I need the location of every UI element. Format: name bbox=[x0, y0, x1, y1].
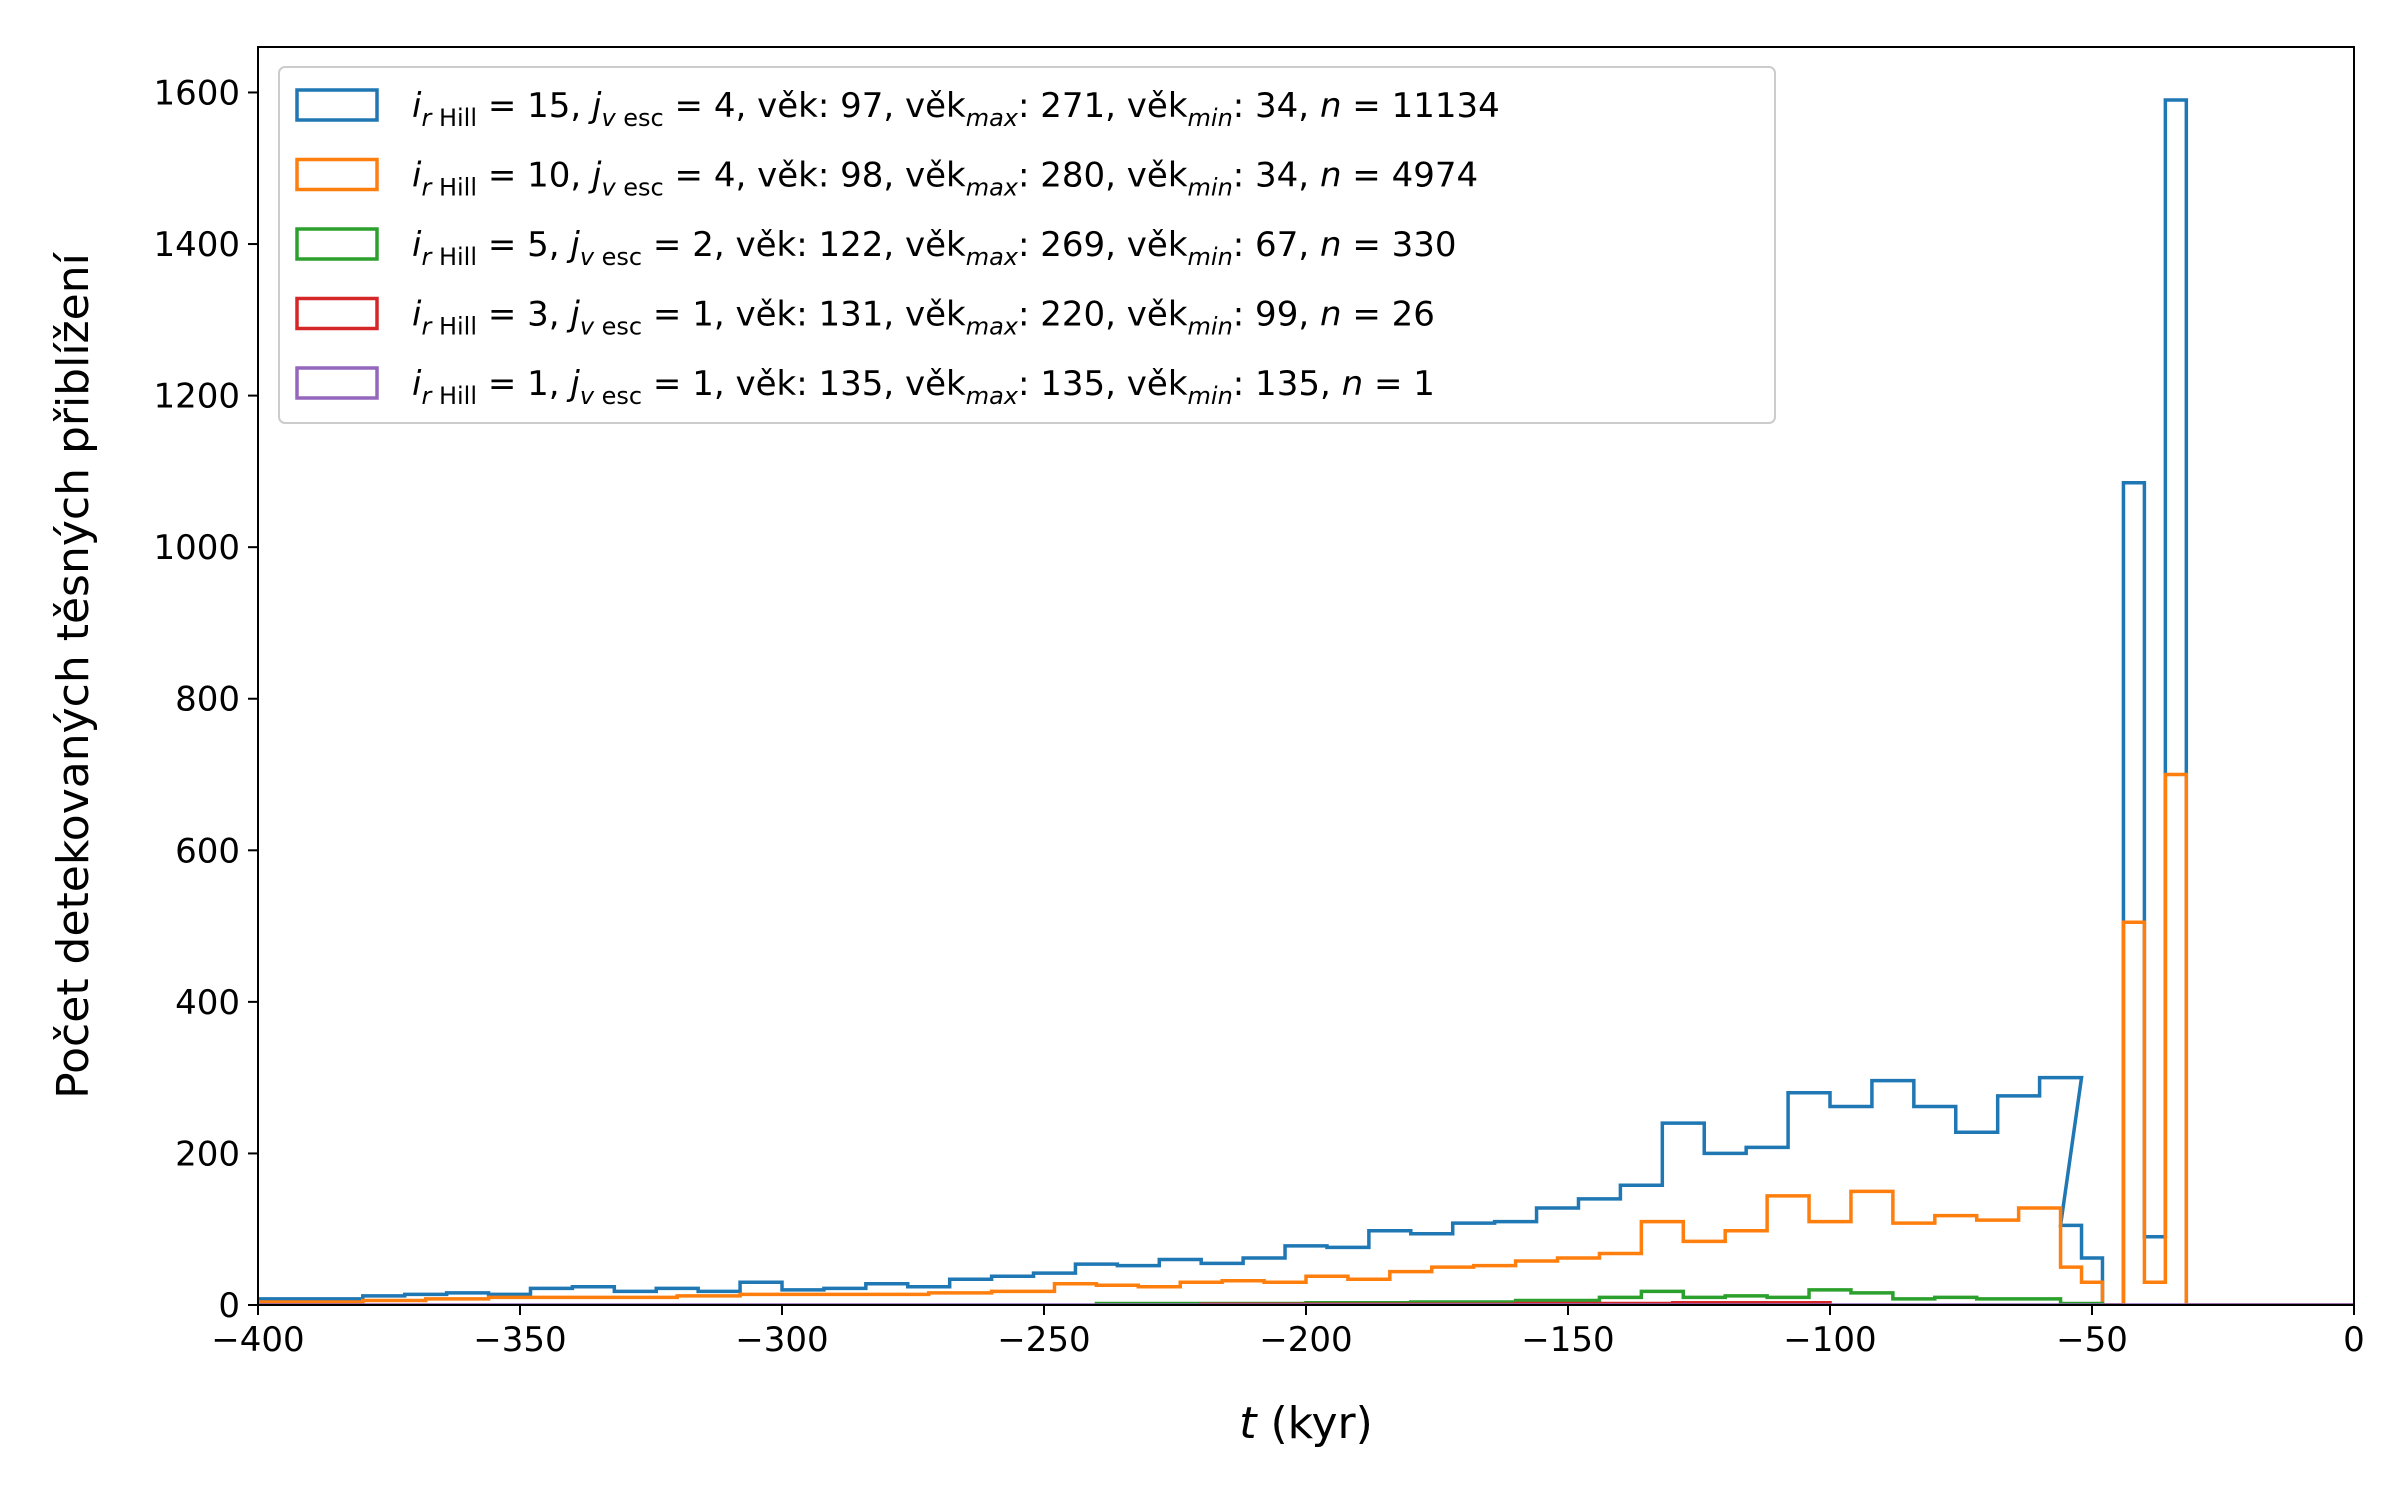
series-1-histogram bbox=[258, 98, 2354, 1305]
x-tick-label: −200 bbox=[1259, 1320, 1352, 1360]
legend-entry-3: ir Hill = 5, jv esc = 2, věk: 122, věkma… bbox=[412, 225, 1457, 271]
legend-entry-5: ir Hill = 1, jv esc = 1, věk: 135, věkma… bbox=[412, 364, 1435, 410]
x-tick-label: 0 bbox=[2343, 1320, 2365, 1360]
legend-swatch-4 bbox=[295, 296, 379, 331]
legend-swatch-3 bbox=[295, 227, 379, 261]
x-tick-label: −400 bbox=[211, 1320, 304, 1360]
y-tick-label: 0 bbox=[218, 1286, 240, 1326]
x-tick-label: −150 bbox=[1521, 1320, 1614, 1360]
x-tick-label: −50 bbox=[2056, 1320, 2128, 1360]
legend-swatch-2 bbox=[295, 157, 379, 192]
legend: ir Hill = 15, jv esc = 4, věk: 97, věkma… bbox=[278, 66, 1776, 424]
legend-swatch-1 bbox=[295, 88, 379, 122]
x-axis-label-unit: (kyr) bbox=[1256, 1398, 1372, 1449]
x-tick-label: −350 bbox=[473, 1320, 566, 1360]
y-tick-label: 1200 bbox=[153, 377, 240, 417]
legend-entry-2: ir Hill = 10, jv esc = 4, věk: 98, věkma… bbox=[412, 156, 1478, 202]
series-2-histogram bbox=[258, 772, 2354, 1305]
x-tick-label: −250 bbox=[997, 1320, 1090, 1360]
y-axis-label: Počet detekovaných těsných přiblížení bbox=[48, 251, 99, 1098]
x-tick-label: −100 bbox=[1783, 1320, 1876, 1360]
legend-box bbox=[278, 66, 1776, 424]
y-tick-label: 200 bbox=[175, 1134, 240, 1174]
series-3-histogram bbox=[1094, 1288, 2105, 1305]
legend-entry-4: ir Hill = 3, jv esc = 1, věk: 131, věkma… bbox=[412, 295, 1435, 341]
y-tick-label: 1600 bbox=[153, 73, 240, 113]
x-axis-label-symbol: t bbox=[1239, 1398, 1258, 1449]
y-tick-label: 600 bbox=[175, 831, 240, 871]
y-tick-label: 800 bbox=[175, 680, 240, 720]
y-tick-label: 400 bbox=[175, 983, 240, 1023]
x-tick-label: −300 bbox=[735, 1320, 828, 1360]
x-axis-label: t (kyr) bbox=[1239, 1398, 1373, 1449]
ticks-layer: −400 −350 −300 −250 −200 −150 −100 −50 0 0 200 400 6… bbox=[153, 73, 2364, 1360]
legend-entry-1: ir Hill = 15, jv esc = 4, věk: 97, věkma… bbox=[412, 86, 1500, 132]
legend-swatch-5 bbox=[295, 366, 379, 400]
y-tick-label: 1400 bbox=[153, 225, 240, 265]
y-tick-label: 1000 bbox=[153, 528, 240, 568]
